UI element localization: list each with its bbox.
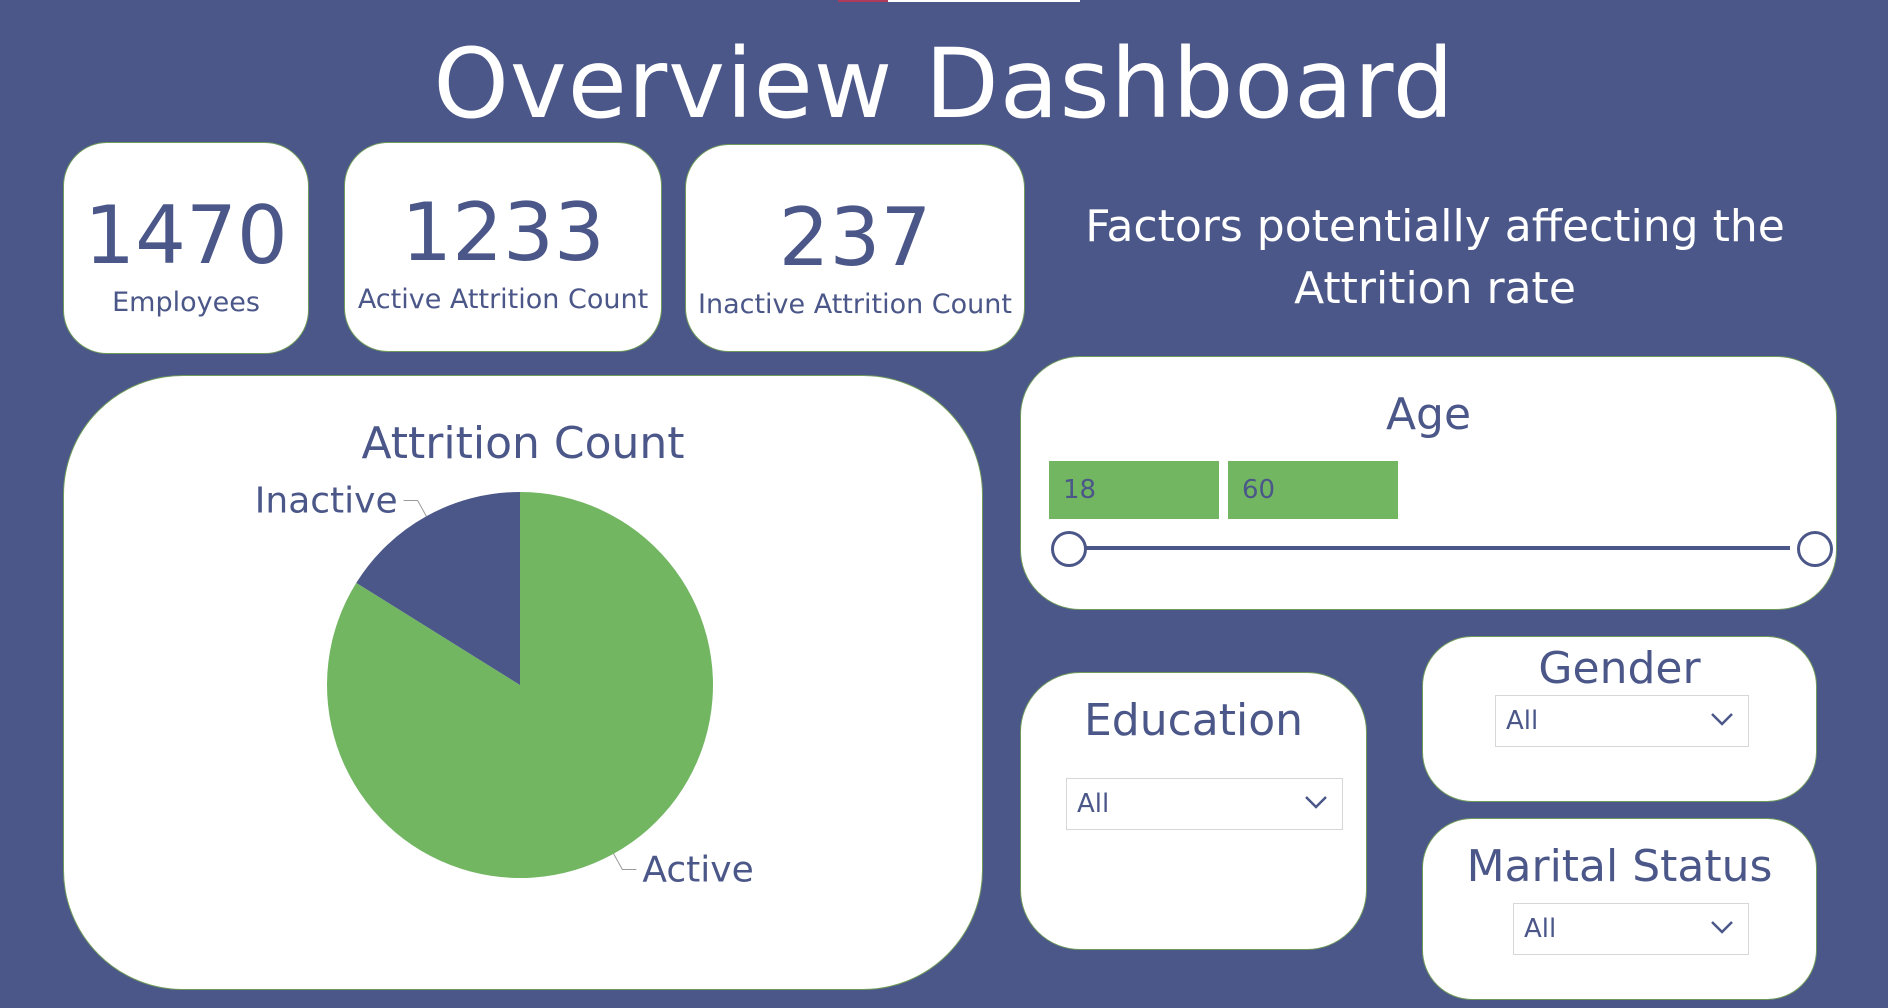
chevron-down-icon	[1711, 921, 1733, 934]
pie-leader-active	[613, 853, 637, 871]
education-slicer-card: Education All	[1020, 672, 1367, 950]
gender-slicer-card: Gender All	[1422, 636, 1817, 802]
attrition-pie-chart: Active Inactive	[255, 480, 754, 891]
kpi-value: 237	[778, 191, 932, 284]
education-dropdown[interactable]: All	[1066, 778, 1343, 830]
education-slicer-title: Education	[1083, 695, 1304, 746]
education-dropdown-value: All	[1077, 789, 1110, 819]
pie-leader-inactive	[403, 499, 427, 517]
kpi-label: Active Attrition Count	[357, 284, 649, 315]
top-strip	[838, 0, 1080, 2]
top-strip-accent	[838, 0, 888, 2]
age-slider-min-handle[interactable]	[1051, 531, 1087, 567]
gender-slicer-title: Gender	[1538, 643, 1701, 694]
attrition-pie-card: Attrition Count Active Inactive	[63, 375, 983, 990]
age-slider-track[interactable]	[1067, 546, 1790, 550]
pie-label-active: Active	[642, 850, 753, 891]
gender-dropdown[interactable]: All	[1495, 695, 1749, 747]
factors-heading: Factors potentially affecting the Attrit…	[1085, 201, 1785, 314]
gender-dropdown-value: All	[1506, 706, 1539, 736]
kpi-value: 1233	[401, 186, 605, 279]
age-slicer-title: Age	[1385, 389, 1472, 440]
chart-title: Attrition Count	[361, 418, 685, 469]
pie-slice-inactive[interactable]	[356, 492, 520, 685]
kpi-value: 1470	[84, 189, 288, 282]
kpi-card-inactive-attrition: 237 Inactive Attrition Count	[685, 144, 1025, 352]
age-min-input[interactable]: 18	[1049, 461, 1219, 519]
kpi-label: Employees	[112, 287, 260, 318]
marital-status-slicer-title: Marital Status	[1466, 841, 1773, 892]
chevron-down-icon	[1711, 713, 1733, 726]
chevron-down-icon	[1305, 796, 1327, 809]
pie-label-inactive: Inactive	[255, 480, 398, 521]
page-title: Overview Dashboard	[433, 28, 1455, 140]
marital-status-dropdown[interactable]: All	[1513, 903, 1749, 955]
kpi-card-employees: 1470 Employees	[63, 142, 309, 354]
age-slider-max-handle[interactable]	[1797, 531, 1833, 567]
kpi-label: Inactive Attrition Count	[698, 289, 1012, 320]
marital-status-dropdown-value: All	[1524, 914, 1557, 944]
age-max-input[interactable]: 60	[1228, 461, 1398, 519]
age-slicer-card: Age 18 60	[1020, 356, 1837, 610]
kpi-card-active-attrition: 1233 Active Attrition Count	[344, 142, 662, 352]
marital-status-slicer-card: Marital Status All	[1422, 818, 1817, 1000]
